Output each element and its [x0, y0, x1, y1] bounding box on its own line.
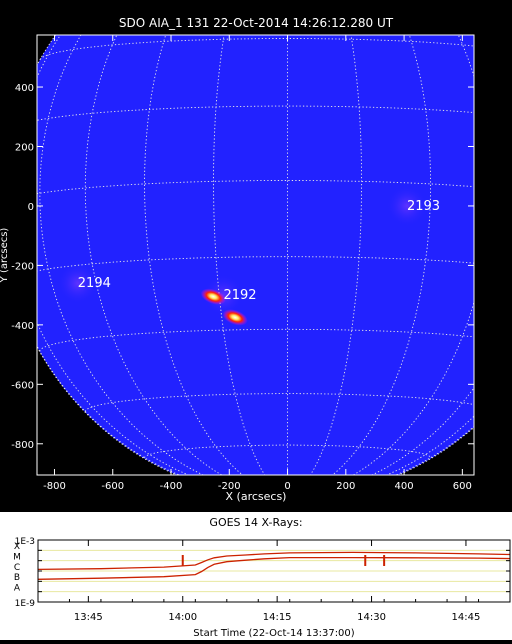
y-tick-label: 0: [28, 202, 34, 213]
goes-x-tick-label: 14:00: [168, 612, 197, 623]
x-tick-label: -600: [101, 481, 124, 492]
goes-class-label: B: [14, 573, 20, 583]
chart-title: SDO AIA_1 131 22-Oct-2014 14:26:12.280 U…: [119, 16, 394, 30]
x-tick-label: 200: [336, 481, 355, 492]
active-region-label: 2192: [223, 288, 256, 303]
y-axis-label: Y (arcsecs): [0, 228, 10, 284]
goes-series: [38, 552, 510, 579]
y-tick-label: 200: [15, 142, 34, 153]
sdo-aia-image-panel: SDO AIA_1 131 22-Oct-2014 14:26:12.280 U…: [0, 0, 512, 512]
goes-x-tick-label: 14:30: [357, 612, 386, 623]
goes-class-label: A: [14, 584, 21, 594]
goes-event-marker: [182, 555, 184, 566]
x-tick-label: -400: [160, 481, 183, 492]
goes-level-lines: [38, 550, 510, 591]
goes-x-axis-label: Start Time (22-Oct-14 13:37:00): [193, 628, 354, 639]
y-tick-label: 400: [15, 83, 34, 94]
active-region-label: 2193: [407, 199, 440, 214]
x-tick-label: 600: [453, 481, 472, 492]
goes-x-tick-label: 14:15: [263, 612, 292, 623]
goes-x-tick-label: 14:45: [452, 612, 481, 623]
y-tick-label: -800: [11, 440, 34, 451]
sdo-aia-chart: SDO AIA_1 131 22-Oct-2014 14:26:12.280 U…: [0, 0, 512, 512]
solar-disk-image: 2192 2193 2194: [1, 0, 512, 498]
active-region-label: 2194: [78, 276, 111, 291]
goes-title: GOES 14 X-Rays:: [209, 516, 302, 529]
y-tick-label: -400: [11, 321, 34, 332]
goes-x-tick-label: 13:45: [74, 612, 103, 623]
goes-y-tick-label: 1E-3: [15, 537, 35, 547]
y-tick-label: -200: [11, 261, 34, 272]
x-axis-label: X (arcsecs): [226, 490, 287, 503]
goes-event-marker: [383, 555, 385, 566]
x-tick-label: 400: [395, 481, 414, 492]
goes-event-marker: [364, 555, 366, 566]
x-tick-label: -800: [43, 481, 66, 492]
goes-class-label: M: [13, 553, 21, 563]
goes-y-tick-label: 1E-9: [15, 599, 36, 609]
y-tick-label: -600: [11, 380, 34, 391]
goes-class-label: C: [14, 563, 20, 573]
